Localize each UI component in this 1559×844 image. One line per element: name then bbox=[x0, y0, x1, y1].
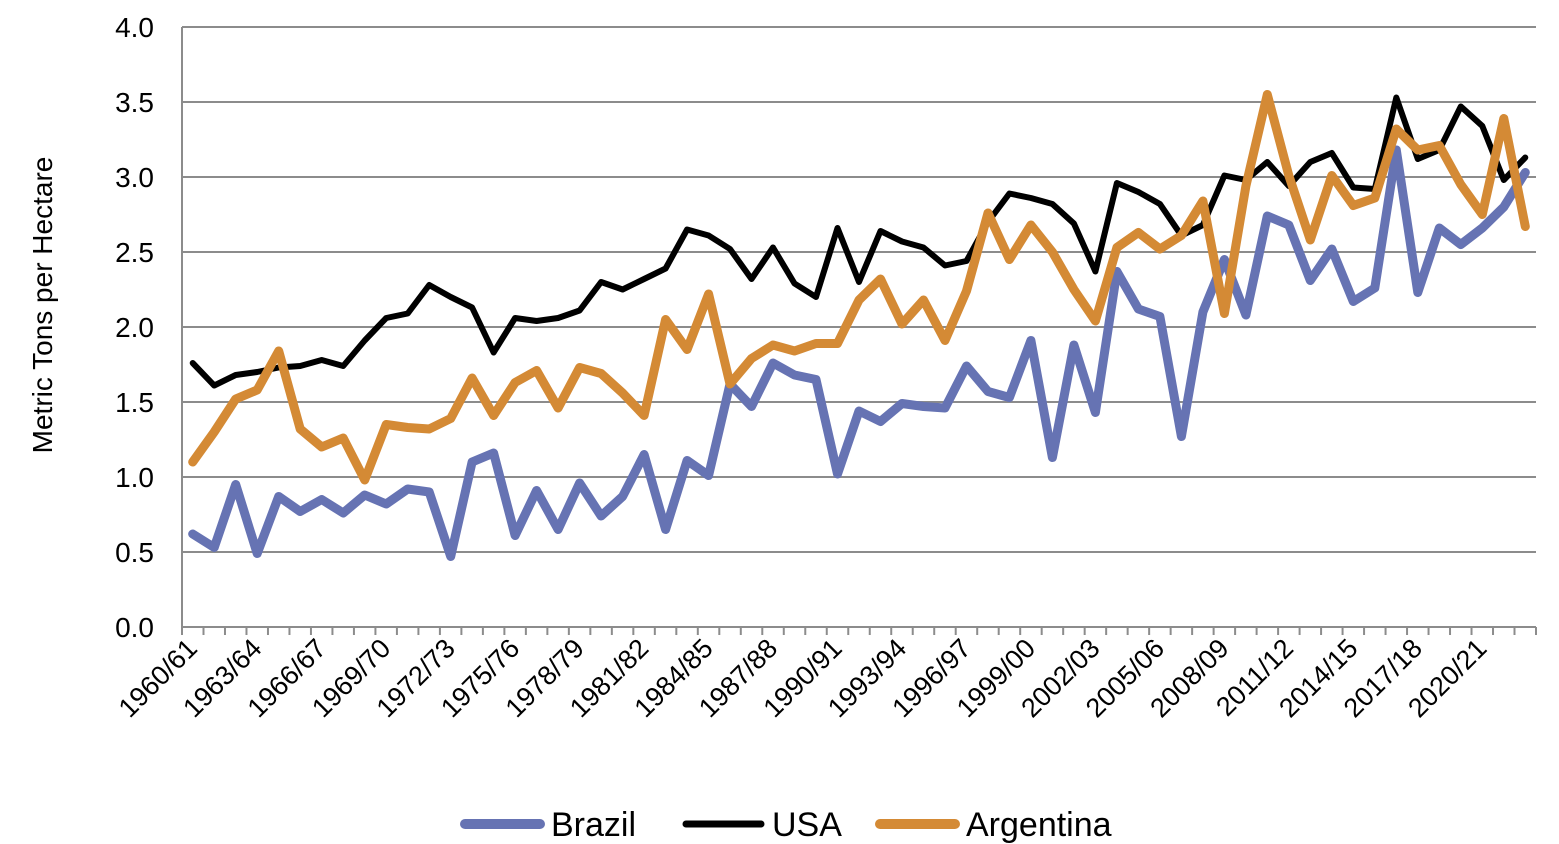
series-line-usa bbox=[189, 94, 1529, 389]
x-tick-labels: 1960/611963/641966/671969/701972/731975/… bbox=[113, 633, 1493, 723]
legend-label-usa: USA bbox=[772, 806, 842, 844]
y-tick-label: 0.5 bbox=[115, 537, 154, 568]
legend-label-brazil: Brazil bbox=[551, 806, 636, 844]
legend-label-argentina: Argentina bbox=[966, 806, 1112, 844]
y-tick-label: 1.5 bbox=[115, 387, 154, 418]
y-tick-labels: 0.0 0.5 1.0 1.5 2.0 2.5 3.0 3.5 4.0 bbox=[115, 12, 154, 643]
y-axis-title: Metric Tons per Hectare bbox=[27, 157, 58, 454]
y-tick-label: 4.0 bbox=[115, 12, 154, 43]
axes bbox=[181, 27, 1537, 635]
gridlines bbox=[182, 26, 1536, 553]
y-tick-label: 3.0 bbox=[115, 162, 154, 193]
legend: Brazil USA Argentina bbox=[460, 806, 1112, 844]
series-lines bbox=[188, 90, 1530, 561]
y-tick-label: 2.0 bbox=[115, 312, 154, 343]
series-line-brazil bbox=[188, 145, 1530, 561]
series-line-argentina bbox=[188, 90, 1530, 485]
y-tick-label: 3.5 bbox=[115, 87, 154, 118]
y-tick-label: 1.0 bbox=[115, 462, 154, 493]
y-tick-label: 2.5 bbox=[115, 237, 154, 268]
y-tick-label: 0.0 bbox=[115, 612, 154, 643]
